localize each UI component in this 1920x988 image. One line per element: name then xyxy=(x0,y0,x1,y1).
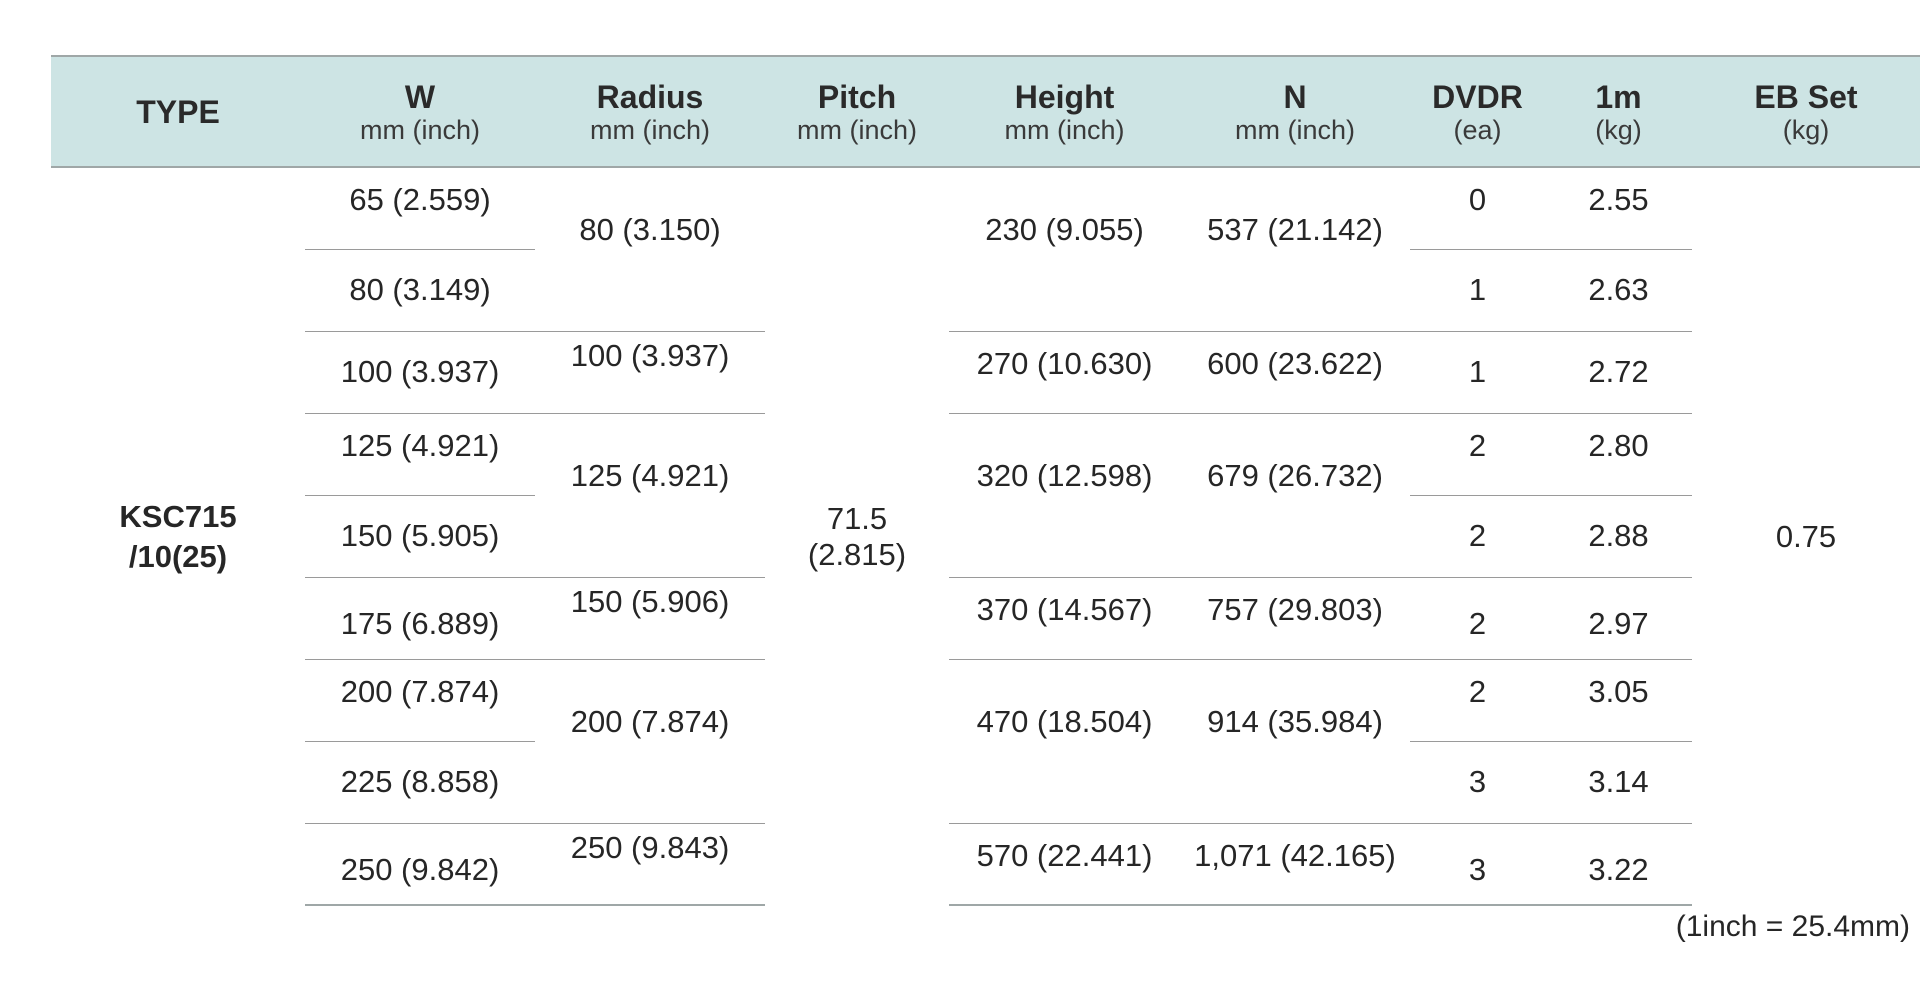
header-n-unit: mm (inch) xyxy=(1235,114,1355,145)
dvdr-cell: 2 xyxy=(1410,413,1545,496)
w-cell: 150 (5.905) xyxy=(305,495,535,578)
height-cell: 230 (9.055) xyxy=(949,167,1180,332)
n-cell: 679 (26.732) xyxy=(1180,413,1410,578)
n-cell: 757 (29.803) xyxy=(1180,577,1410,660)
table-row: 80 (3.149) 1 2.63 xyxy=(51,249,1920,332)
header-radius-label: Radius xyxy=(596,78,704,115)
header-pitch: Pitch mm (inch) xyxy=(765,55,949,168)
height-cell: 570 (22.441) xyxy=(949,823,1180,906)
w-cell: 200 (7.874) xyxy=(305,659,535,742)
header-pitch-label: Pitch xyxy=(817,78,897,115)
header-eb-set: EB Set (kg) xyxy=(1692,55,1920,168)
header-type: TYPE xyxy=(51,55,305,168)
header-1m: 1m (kg) xyxy=(1545,55,1692,168)
radius-cell: 125 (4.921) xyxy=(535,413,765,578)
radius-cell: 150 (5.906) xyxy=(535,577,765,660)
height-cell: 270 (10.630) xyxy=(949,331,1180,414)
type-line-2: /10(25) xyxy=(128,538,228,574)
header-w-unit: mm (inch) xyxy=(360,114,480,145)
table-row: 125 (4.921) 125 (4.921) 320 (12.598) 679… xyxy=(51,413,1920,578)
unit-footnote: (1inch = 25.4mm) xyxy=(1675,910,1910,943)
header-radius: Radius mm (inch) xyxy=(535,55,765,168)
pitch-line-1: 71.5 xyxy=(826,500,888,536)
n-cell: 1,071 (42.165) xyxy=(1180,823,1410,906)
w-cell: 225 (8.858) xyxy=(305,741,535,824)
dvdr-cell: 2 xyxy=(1410,659,1545,742)
1m-cell: 2.80 xyxy=(1545,413,1692,496)
table-row: KSC715/10(25) 65 (2.559) 80 (3.150) 71.5… xyxy=(51,167,1920,574)
pitch-line-2: (2.815) xyxy=(807,536,907,572)
1m-cell: 3.05 xyxy=(1545,659,1692,742)
radius-cell: 250 (9.843) xyxy=(535,823,765,906)
1m-cell: 2.63 xyxy=(1545,249,1692,332)
w-cell: 65 (2.559) xyxy=(305,167,535,250)
n-cell: 537 (21.142) xyxy=(1180,167,1410,332)
w-cell: 100 (3.937) xyxy=(305,331,535,414)
table-row: 150 (5.905) 2 2.88 xyxy=(51,495,1920,578)
height-cell: 320 (12.598) xyxy=(949,413,1180,578)
header-1m-label: 1m xyxy=(1595,78,1642,115)
w-cell: 125 (4.921) xyxy=(305,413,535,496)
height-cell: 470 (18.504) xyxy=(949,659,1180,824)
1m-cell: 2.88 xyxy=(1545,495,1692,578)
type-line-1: KSC715 xyxy=(119,498,237,534)
1m-cell: 3.22 xyxy=(1545,823,1692,906)
dvdr-cell: 3 xyxy=(1410,741,1545,824)
dvdr-cell: 3 xyxy=(1410,823,1545,906)
header-eb-set-unit: (kg) xyxy=(1782,114,1830,145)
table-row: 175 (6.889) 150 (5.906) 370 (14.567) 757… xyxy=(51,577,1920,660)
header-height-unit: mm (inch) xyxy=(1004,114,1125,145)
dvdr-cell: 2 xyxy=(1410,577,1545,660)
table-row: 225 (8.858) 3 3.14 xyxy=(51,741,1920,824)
table-row: 200 (7.874) 200 (7.874) 470 (18.504) 914… xyxy=(51,659,1920,824)
dvdr-cell: 0 xyxy=(1410,167,1545,250)
radius-cell: 80 (3.150) xyxy=(535,167,765,332)
1m-cell: 3.14 xyxy=(1545,741,1692,824)
header-pitch-unit: mm (inch) xyxy=(797,114,917,145)
header-w-label: W xyxy=(404,78,436,115)
n-cell: 600 (23.622) xyxy=(1180,331,1410,414)
header-dvdr: DVDR (ea) xyxy=(1410,55,1545,168)
dvdr-cell: 2 xyxy=(1410,495,1545,578)
header-eb-set-label: EB Set xyxy=(1754,78,1858,115)
header-n-label: N xyxy=(1283,78,1307,115)
height-cell: 370 (14.567) xyxy=(949,577,1180,660)
header-dvdr-unit: (ea) xyxy=(1453,114,1502,145)
header-type-label: TYPE xyxy=(136,93,220,130)
1m-cell: 2.72 xyxy=(1545,331,1692,414)
w-cell: 80 (3.149) xyxy=(305,249,535,332)
w-cell: 175 (6.889) xyxy=(305,577,535,660)
table-row: 250 (9.842) 250 (9.843) 570 (22.441) 1,0… xyxy=(51,823,1920,906)
header-dvdr-label: DVDR xyxy=(1432,78,1523,115)
header-1m-unit: (kg) xyxy=(1595,114,1642,145)
header-height: Height mm (inch) xyxy=(949,55,1180,168)
pitch-cell: 71.5 (2.815) xyxy=(765,167,949,905)
type-cell: KSC715/10(25) xyxy=(51,167,305,905)
header-radius-unit: mm (inch) xyxy=(590,114,710,145)
header-height-label: Height xyxy=(1014,78,1115,115)
w-cell: 250 (9.842) xyxy=(305,823,535,906)
n-cell: 914 (35.984) xyxy=(1180,659,1410,824)
1m-cell: 2.97 xyxy=(1545,577,1692,660)
dvdr-cell: 1 xyxy=(1410,249,1545,332)
eb-set-cell: 0.75 xyxy=(1775,518,1837,554)
dvdr-cell: 1 xyxy=(1410,331,1545,414)
table-row: 100 (3.937) 100 (3.937) 270 (10.630) 600… xyxy=(51,331,1920,414)
1m-cell: 2.55 xyxy=(1545,167,1692,250)
radius-cell: 200 (7.874) xyxy=(535,659,765,824)
radius-cell: 100 (3.937) xyxy=(535,331,765,414)
